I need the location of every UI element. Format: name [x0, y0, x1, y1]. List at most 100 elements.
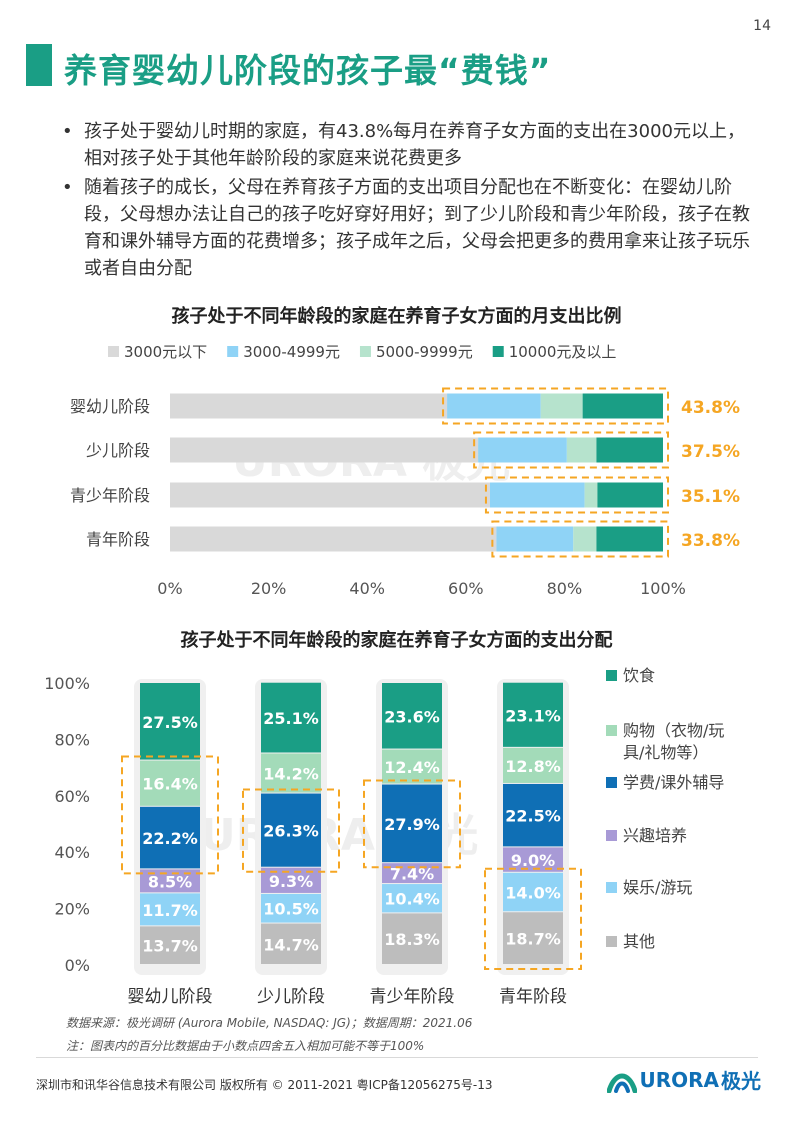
highlight-box: [121, 755, 219, 875]
bar-segment: [261, 893, 321, 923]
bar-segment: [496, 526, 574, 552]
bar-segment: [503, 783, 563, 847]
legend-label: 其他: [623, 932, 655, 951]
category-label: 少儿阶段: [86, 441, 150, 460]
legend-swatch: [606, 830, 617, 841]
legend-swatch: [606, 725, 617, 736]
bar-segment: [382, 683, 442, 749]
x-tick-label: 60%: [448, 579, 484, 598]
highlight-label: 37.5%: [681, 442, 740, 462]
legend-swatch: [492, 346, 504, 357]
bar-segment: [170, 526, 497, 552]
bar-segment: [584, 482, 598, 508]
bar-value-label: 12.4%: [384, 758, 440, 777]
legend-swatch: [359, 346, 371, 357]
bar-value-label: 11.7%: [142, 901, 198, 920]
highlight-label: 35.1%: [681, 487, 740, 507]
highlight-box: [442, 387, 670, 425]
highlight-label: 43.8%: [681, 398, 740, 418]
spend-allocation-chart: 0%20%40%60%80%100%URORA 极光13.7%11.7%8.5%…: [44, 666, 724, 1007]
highlight-box: [363, 779, 461, 869]
bar-value-label: 9.3%: [269, 872, 313, 891]
y-tick-label: 80%: [54, 730, 90, 749]
bullet-item: 随着孩子的成长，父母在养育孩子方面的支出项目分配也在不断变化：在婴幼儿阶段，父母…: [62, 174, 752, 282]
legend-item: 10000元及以上: [492, 343, 616, 361]
bar-value-label: 26.3%: [263, 822, 319, 841]
bar-segment: [261, 682, 321, 753]
aurora-logo-icon: [607, 1073, 638, 1093]
legend-swatch: [606, 777, 617, 788]
bar-value-label: 14.0%: [505, 884, 561, 903]
legend-label: 具/礼物等）: [623, 743, 708, 762]
highlight-box: [473, 431, 669, 469]
bar-value-label: 23.1%: [505, 706, 561, 725]
bar-value-label: 14.7%: [263, 935, 319, 954]
bar-segment: [261, 753, 321, 793]
legend-item: 饮食: [606, 666, 655, 685]
bar-segment: [503, 872, 563, 912]
legend-label: 学费/课外辅导: [623, 773, 724, 792]
y-tick-label: 60%: [54, 787, 90, 806]
highlight-box: [242, 788, 340, 873]
y-tick-label: 0%: [65, 956, 90, 975]
y-tick-label: 40%: [54, 843, 90, 862]
category-label: 青年阶段: [499, 987, 567, 1007]
bar-value-label: 10.5%: [263, 900, 319, 919]
legend-label: 购物（衣物/玩: [623, 721, 724, 740]
bar-value-label: 22.2%: [142, 829, 198, 848]
category-label: 青少年阶段: [70, 486, 150, 505]
bullet-list: 孩子处于婴幼儿时期的家庭，有43.8%每月在养育子女方面的支出在3000元以上，…: [62, 118, 752, 284]
bar-value-label: 27.5%: [142, 713, 198, 732]
category-label: 少儿阶段: [257, 987, 325, 1007]
bar-segment: [503, 912, 563, 964]
chart-2-title: 孩子处于不同年龄段的家庭在养育子女方面的支出分配: [180, 630, 613, 651]
bar-value-label: 7.4%: [390, 865, 434, 884]
bar-segment: [382, 749, 442, 784]
legend-label: 兴趣培养: [623, 826, 687, 845]
bar-segment: [447, 393, 541, 419]
bar-value-label: 18.3%: [384, 930, 440, 949]
bar-segment: [382, 884, 442, 913]
bar-segment: [140, 869, 200, 893]
title-accent-block: [26, 44, 52, 86]
bar-segment: [170, 393, 448, 419]
category-label: 婴幼儿阶段: [128, 987, 213, 1007]
x-tick-label: 100%: [640, 579, 686, 598]
legend-label: 3000-4999元: [243, 343, 340, 361]
bar-segment: [140, 760, 200, 806]
bar-segment: [566, 437, 597, 463]
bar-value-label: 16.4%: [142, 775, 198, 794]
bar-segment: [597, 482, 663, 508]
bar-value-label: 9.0%: [511, 851, 555, 870]
legend-label: 饮食: [623, 666, 655, 685]
legend-item: 3000-4999元: [227, 343, 340, 361]
legend-label: 娱乐/游玩: [623, 878, 692, 897]
category-label: 青少年阶段: [370, 987, 455, 1007]
x-tick-label: 80%: [547, 579, 583, 598]
bar-segment: [170, 482, 490, 508]
logo-text: URORA: [639, 1067, 719, 1092]
bar-segment: [140, 806, 200, 869]
x-tick-label: 40%: [349, 579, 385, 598]
bar-segment: [582, 393, 663, 419]
bullet-item: 孩子处于婴幼儿时期的家庭，有43.8%每月在养育子女方面的支出在3000元以上，…: [62, 118, 752, 172]
bar-segment: [170, 437, 479, 463]
logo-cn: 极光: [721, 1069, 761, 1093]
bar-segment: [140, 893, 200, 926]
legend-item: 5000-9999元: [359, 343, 473, 361]
bar-value-label: 14.2%: [263, 765, 319, 784]
legend-item: 学费/课外辅导: [606, 773, 724, 792]
bar-value-label: 13.7%: [142, 937, 198, 956]
rounding-footnote: 注：图表内的百分比数据由于小数点四舍五入相加可能不等于100%: [66, 1039, 425, 1053]
highlight-label: 33.8%: [681, 531, 740, 551]
bar-segment: [140, 926, 200, 964]
footer-copyright: 深圳市和讯华谷信息技术有限公司 版权所有 © 2011-2021 粤ICP备12…: [36, 1078, 493, 1092]
bar-segment: [503, 682, 563, 747]
bar-value-label: 8.5%: [148, 872, 192, 891]
bar-segment: [503, 747, 563, 783]
x-tick-label: 20%: [251, 579, 287, 598]
page-number: 14: [753, 18, 771, 34]
category-label: 青年阶段: [86, 530, 150, 549]
bar-segment: [140, 683, 200, 760]
bar-value-label: 10.4%: [384, 890, 440, 909]
